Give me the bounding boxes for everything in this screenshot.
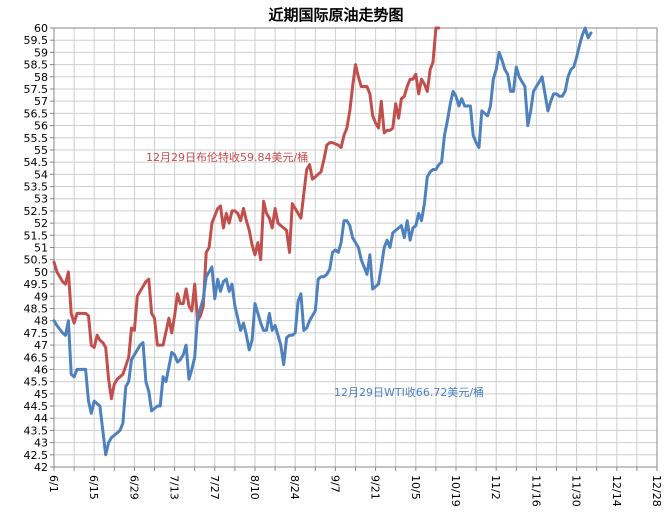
x-tick-label: 8/10: [248, 475, 261, 500]
y-tick-label: 59.5: [24, 34, 49, 47]
y-axis-ticks: 4242.54343.54444.54545.54646.54747.54848…: [24, 22, 54, 474]
y-tick-label: 48.5: [24, 302, 49, 315]
y-tick-label: 42.5: [24, 449, 49, 462]
y-tick-label: 43.5: [24, 424, 49, 437]
y-tick-label: 53.5: [24, 181, 49, 194]
y-tick-label: 60: [34, 22, 48, 35]
x-tick-label: 12/28: [650, 475, 663, 507]
x-tick-label: 8/24: [288, 475, 301, 500]
y-tick-label: 54: [34, 168, 48, 181]
x-axis-ticks: 6/1 6/15 6/29 7/13 7/27 8/10 8/24 9/7 9/21 10/5 10…: [47, 467, 663, 507]
y-tick-label: 42: [34, 461, 48, 474]
x-tick-label: 10/19: [449, 475, 462, 507]
y-tick-label: 50.5: [24, 254, 49, 267]
chart-title: 近期国际原油走势图: [268, 6, 404, 24]
y-tick-label: 47: [34, 339, 48, 352]
x-tick-label: 11/30: [570, 475, 583, 507]
brent-annotation: 12月29日布伦特收59.84美元/桶: [146, 151, 309, 164]
brent-series-line: [52, 26, 441, 401]
x-tick-label: 12/14: [610, 475, 623, 507]
y-tick-label: 51: [34, 242, 48, 255]
x-tick-label: 7/27: [208, 475, 221, 500]
x-tick-label: 9/7: [328, 475, 341, 493]
y-tick-label: 57.5: [24, 83, 49, 96]
series-lines: [52, 26, 593, 457]
y-tick-label: 51.5: [24, 229, 49, 242]
y-tick-label: 46.5: [24, 351, 49, 364]
x-tick-label: 11/2: [489, 475, 502, 500]
x-tick-label: 6/1: [47, 475, 60, 493]
y-tick-label: 49: [34, 290, 48, 303]
gridlines: [53, 27, 658, 468]
y-tick-label: 49.5: [24, 278, 49, 291]
y-tick-label: 55.5: [24, 132, 49, 145]
y-tick-label: 43: [34, 437, 48, 450]
y-tick-label: 50: [34, 266, 48, 279]
y-tick-label: 52: [34, 217, 48, 230]
y-tick-label: 44: [34, 412, 48, 425]
y-tick-label: 57: [34, 95, 48, 108]
y-tick-label: 47.5: [24, 327, 49, 340]
wti-annotation: 12月29日WTI收66.72美元/桶: [334, 386, 485, 399]
y-tick-label: 55: [34, 144, 48, 157]
x-tick-label: 6/15: [87, 475, 100, 500]
wti-series-line: [52, 26, 593, 457]
y-tick-label: 54.5: [24, 156, 49, 169]
y-tick-label: 45: [34, 388, 48, 401]
y-tick-label: 46: [34, 363, 48, 376]
y-tick-label: 56: [34, 120, 48, 133]
y-tick-label: 56.5: [24, 107, 49, 120]
x-tick-label: 7/13: [168, 475, 181, 500]
y-tick-label: 44.5: [24, 400, 49, 413]
y-tick-label: 53: [34, 193, 48, 206]
x-tick-label: 9/21: [369, 475, 382, 500]
y-tick-label: 48: [34, 315, 48, 328]
y-tick-label: 59: [34, 46, 48, 59]
y-tick-label: 52.5: [24, 205, 49, 218]
x-tick-label: 11/16: [529, 475, 542, 507]
y-tick-label: 58: [34, 71, 48, 84]
y-tick-label: 45.5: [24, 376, 49, 389]
y-tick-label: 58.5: [24, 59, 49, 72]
x-tick-label: 6/29: [127, 475, 140, 500]
x-tick-label: 10/5: [409, 475, 422, 500]
